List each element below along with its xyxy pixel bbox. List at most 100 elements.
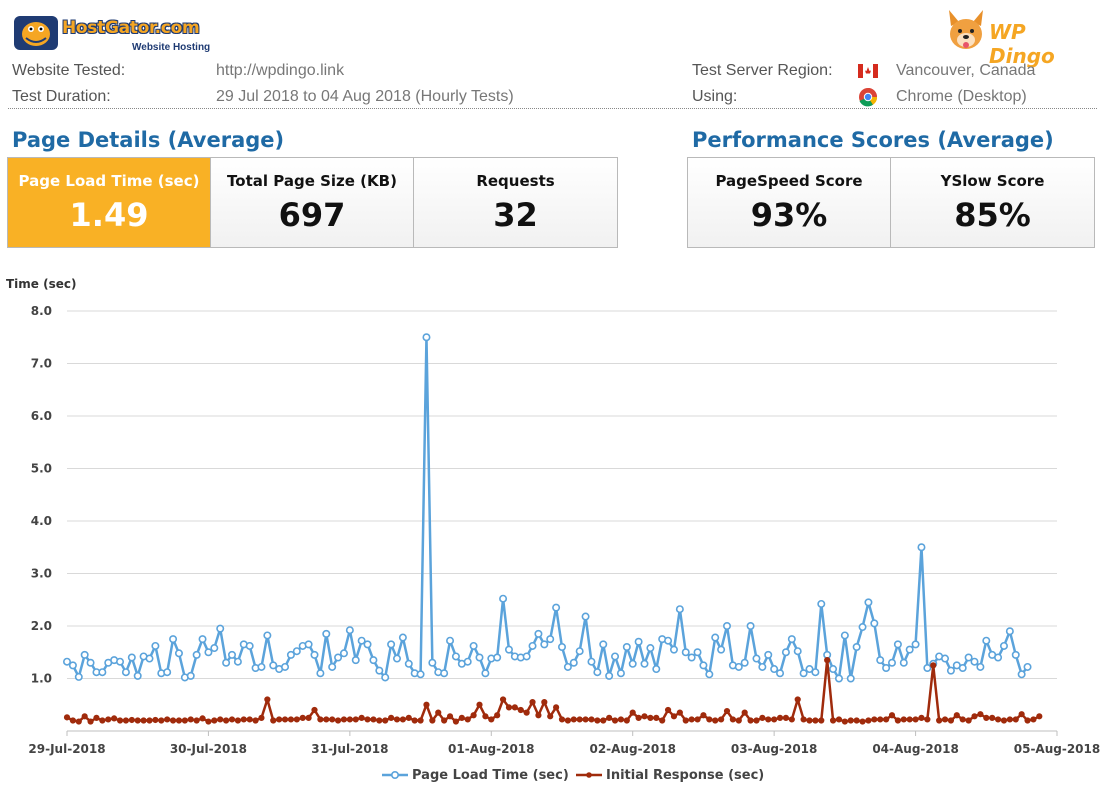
data-point: [788, 716, 795, 723]
data-point: [847, 717, 854, 724]
legend-label: Page Load Time (sec): [412, 768, 569, 783]
data-point: [669, 645, 678, 654]
data-point: [859, 718, 866, 725]
data-point: [423, 701, 430, 708]
x-tick-label: 02-Aug-2018: [589, 742, 675, 756]
data-point: [729, 716, 736, 723]
data-point: [369, 656, 378, 665]
data-point: [286, 650, 295, 659]
data-point: [771, 716, 778, 723]
data-point: [1024, 717, 1031, 724]
data-point: [1006, 716, 1013, 723]
data-point: [870, 619, 879, 628]
data-point: [946, 666, 955, 675]
data-point: [876, 656, 885, 665]
data-point: [281, 716, 289, 723]
region-label: Test Server Region:: [692, 62, 833, 80]
pagespeed-card: PageSpeed Score 93%: [688, 158, 891, 247]
data-point: [953, 712, 960, 719]
hostgator-subtitle: Website Hosting: [132, 42, 211, 53]
data-point: [787, 635, 796, 644]
data-point: [523, 709, 530, 716]
data-point: [1011, 650, 1020, 659]
data-point: [351, 656, 360, 665]
region-value: Vancouver, Canada: [896, 62, 1036, 80]
data-point: [983, 714, 990, 721]
data-point: [682, 717, 689, 724]
data-point: [977, 711, 984, 718]
data-point: [622, 642, 631, 651]
data-point: [93, 714, 100, 721]
data-point: [764, 650, 773, 659]
data-point: [594, 717, 601, 724]
data-point: [746, 621, 755, 630]
data-point: [629, 709, 636, 716]
data-point: [735, 717, 742, 724]
data-point: [133, 671, 142, 680]
data-point: [334, 653, 343, 662]
data-point: [982, 636, 991, 645]
data-point: [463, 657, 472, 666]
data-point: [582, 716, 589, 723]
data-point: [883, 716, 890, 723]
data-point: [476, 701, 483, 708]
data-point: [116, 657, 125, 666]
page-size-label: Total Page Size (KB): [227, 172, 397, 190]
data-point: [164, 716, 171, 723]
data-point: [835, 716, 843, 723]
data-point: [187, 716, 194, 723]
data-point: [392, 654, 401, 663]
hostgator-brand: HostGator.com: [62, 18, 200, 38]
data-point: [470, 712, 477, 719]
chrome-icon: [858, 84, 896, 110]
data-point: [606, 714, 613, 721]
data-point: [817, 599, 826, 608]
data-point: [198, 635, 207, 644]
data-point: [499, 594, 508, 603]
data-point: [605, 671, 614, 680]
data-point: [741, 709, 748, 716]
data-point: [287, 716, 295, 723]
dingo-dog-icon: [949, 10, 983, 49]
data-point: [705, 670, 714, 679]
website-tested-value: http://wpdingo.link: [216, 62, 345, 79]
data-point: [753, 717, 760, 724]
data-point: [569, 658, 578, 667]
data-point: [558, 716, 566, 723]
data-point: [192, 650, 201, 659]
data-point: [588, 716, 595, 723]
data-point: [800, 716, 807, 723]
data-point: [270, 717, 277, 724]
data-point: [747, 717, 754, 724]
data-point: [1036, 713, 1043, 720]
data-point: [941, 654, 950, 663]
data-point: [989, 714, 996, 721]
data-point: [152, 716, 159, 724]
data-point: [127, 653, 136, 662]
x-tick-label: 31-Jul-2018: [311, 742, 388, 756]
data-point: [964, 653, 973, 662]
data-point: [811, 668, 820, 677]
data-point: [62, 657, 71, 666]
data-point: [893, 640, 902, 649]
data-point: [958, 663, 967, 672]
canada-flag-icon: [858, 58, 896, 84]
data-point: [263, 631, 272, 640]
y-tick-label: 1.0: [31, 672, 52, 686]
data-point: [517, 706, 524, 714]
data-point: [511, 704, 518, 711]
data-point: [834, 674, 843, 683]
data-point: [681, 648, 690, 657]
data-point: [1017, 670, 1026, 679]
data-point: [700, 712, 707, 719]
requests-value: 32: [493, 196, 538, 234]
yslow-value: 85%: [954, 196, 1031, 234]
data-point: [87, 718, 94, 725]
data-point: [99, 717, 106, 724]
data-point: [111, 715, 118, 722]
data-point: [894, 717, 901, 724]
data-point: [706, 716, 713, 723]
data-point: [687, 653, 696, 662]
data-point: [541, 699, 548, 706]
data-point: [641, 713, 648, 720]
